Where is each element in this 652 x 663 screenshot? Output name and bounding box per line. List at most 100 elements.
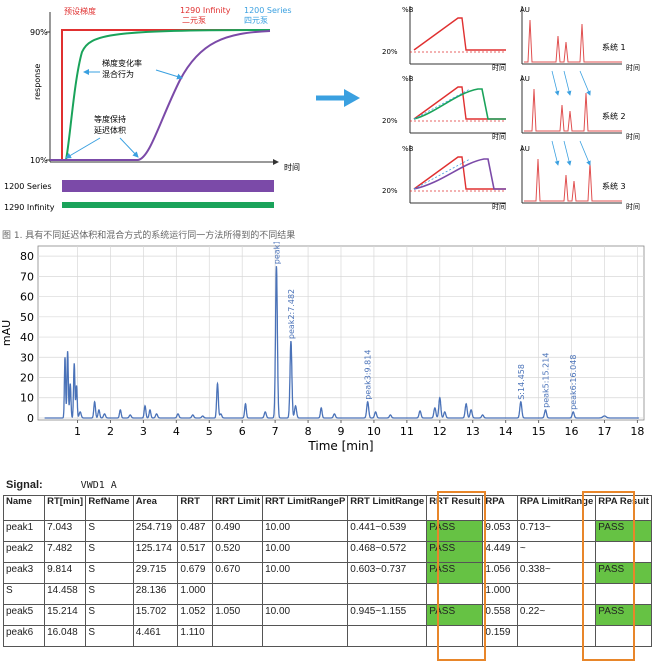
- table-cell: 1.000: [482, 583, 518, 605]
- s1200-sub-label: 四元泵: [244, 16, 268, 25]
- x-tick-label: 5: [206, 425, 213, 438]
- x-tick-label: 2: [107, 425, 114, 438]
- time-label: 时间: [284, 162, 300, 172]
- table-cell: [347, 583, 428, 605]
- x-tick-label: 18: [630, 425, 644, 438]
- y-tick-label: 20: [20, 372, 34, 385]
- table-cell: PASS: [595, 562, 652, 584]
- table-cell: S: [85, 583, 134, 605]
- time-label-au-1: 时间: [626, 63, 640, 72]
- table-cell: 9.814: [44, 562, 87, 584]
- table-cell: 9.053: [482, 520, 518, 542]
- col-header: Area: [132, 495, 179, 521]
- chromatogram-trace: [44, 266, 639, 419]
- pct-label-3: 20%: [382, 187, 398, 195]
- table-cell: [212, 625, 264, 647]
- chromatogram-chart: peak1:7.043 peak2:7.482 peak3:9.814 S:14.45…: [0, 242, 644, 453]
- col-header: Name: [2, 495, 46, 521]
- table-cell: 7.482: [44, 541, 87, 563]
- y-tick-label: 60: [20, 291, 34, 304]
- col-header: RRT LimitRange: [347, 495, 428, 521]
- table-cell: PASS: [426, 604, 484, 626]
- s1200-label: 1200 Series: [244, 6, 292, 15]
- table-cell: [595, 625, 652, 647]
- bar-1200: [62, 180, 274, 192]
- table-cell: 1.056: [482, 562, 518, 584]
- x-tick-label: 3: [140, 425, 147, 438]
- table-row: peak2 7.482 S 125.174 0.517 0.520 10.00 0.468~0…: [2, 541, 652, 563]
- time-label-b-1: 时间: [492, 63, 506, 72]
- y-axis-label: mAU: [0, 320, 13, 346]
- peak-label-6: peak6:16.048: [569, 355, 578, 410]
- table-row: peak1 7.043 S 254.719 0.487 0.490 10.00 0.441~0…: [2, 520, 652, 542]
- table-cell: [426, 625, 484, 647]
- y-tick-label: 10: [20, 392, 34, 405]
- y-tick-90: 90%: [30, 28, 48, 37]
- y-tick-label: 40: [20, 331, 34, 344]
- col-header: RRT Result: [426, 495, 484, 521]
- au-axis-label-3: AU: [520, 145, 530, 153]
- au-axis-label-2: AU: [520, 75, 530, 83]
- results-table: Name RT[min] RefName Area RRT RRT Limit RRT Li…: [2, 495, 652, 647]
- table-cell: 1.052: [177, 604, 214, 626]
- x-tick-label: 16: [565, 425, 579, 438]
- table-cell: 0.517: [177, 541, 214, 563]
- au-axis-label-1: AU: [520, 6, 530, 14]
- response-label: response: [33, 64, 42, 100]
- signal-value: VWD1 A: [80, 480, 117, 491]
- pct-label-1: 20%: [382, 48, 398, 56]
- table-cell: 10.00: [262, 562, 349, 584]
- delay-annotation-2: 延迟体积: [94, 125, 126, 135]
- table-cell: 0.558: [482, 604, 518, 626]
- x-tick-label: 1: [74, 425, 81, 438]
- time-label-au-3: 时间: [626, 202, 640, 211]
- mix-annotation-2: 混合行为: [102, 69, 134, 79]
- col-header: RRT: [177, 495, 214, 521]
- time-label-b-3: 时间: [492, 202, 506, 211]
- col-header: RefName: [85, 495, 134, 521]
- table-row: S 14.458 S 28.136 1.000 1.000: [2, 583, 652, 605]
- x-tick-label: 10: [367, 425, 381, 438]
- table-cell: S: [85, 520, 134, 542]
- table-cell: 1.000: [177, 583, 214, 605]
- table-cell: 0.441~0.539: [347, 520, 428, 542]
- y-tick-label: 70: [20, 270, 34, 283]
- x-tick-label: 6: [239, 425, 246, 438]
- table-cell: 0.487: [177, 520, 214, 542]
- table-cell: 10.00: [262, 541, 349, 563]
- x-tick-label: 12: [433, 425, 447, 438]
- col-header: RT[min]: [44, 495, 87, 521]
- table-cell: S: [85, 604, 134, 626]
- x-tick-label: 17: [597, 425, 611, 438]
- rrt-result-highlight: [437, 491, 486, 661]
- table-cell: 0.490: [212, 520, 264, 542]
- pct-label-2: 20%: [382, 117, 398, 125]
- bar-1290-label: 1290 Infinity: [4, 203, 55, 212]
- peak-label-2: peak2:7.482: [287, 289, 296, 339]
- table-cell: [347, 625, 428, 647]
- x-tick-label: 13: [466, 425, 480, 438]
- table-cell: 15.214: [44, 604, 87, 626]
- time-label-b-2: 时间: [492, 132, 506, 141]
- table-cell: peak6: [2, 625, 46, 647]
- peak-label-5: peak5:15.214: [542, 353, 551, 408]
- table-row: peak6 16.048 S 4.461 1.110 0.159: [2, 625, 652, 647]
- figure-caption: 图 1. 具有不同延迟体积和混合方式的系统运行同一方法所得到的不同结果: [2, 231, 296, 241]
- col-header: RRT LimitRangeP: [262, 495, 349, 521]
- preset-label: 预设梯度: [64, 6, 96, 16]
- table-cell: peak2: [2, 541, 46, 563]
- x-tick-label: 4: [173, 425, 180, 438]
- peak-label-3: peak3:9.814: [364, 350, 373, 400]
- x-axis-label: Time [min]: [307, 439, 373, 453]
- mix-annotation-1: 梯度变化率: [102, 58, 142, 68]
- signal-line: Signal: VWD1 A: [6, 478, 117, 491]
- table-cell: 0.945~1.155: [347, 604, 428, 626]
- y-tick-label: 50: [20, 311, 34, 324]
- table-cell: [262, 625, 349, 647]
- system-label-2: 系统 2: [602, 111, 626, 121]
- x-tick-label: 11: [400, 425, 414, 438]
- time-label-au-2: 时间: [626, 132, 640, 141]
- x-tick-label: 7: [272, 425, 279, 438]
- table-cell: S: [85, 625, 134, 647]
